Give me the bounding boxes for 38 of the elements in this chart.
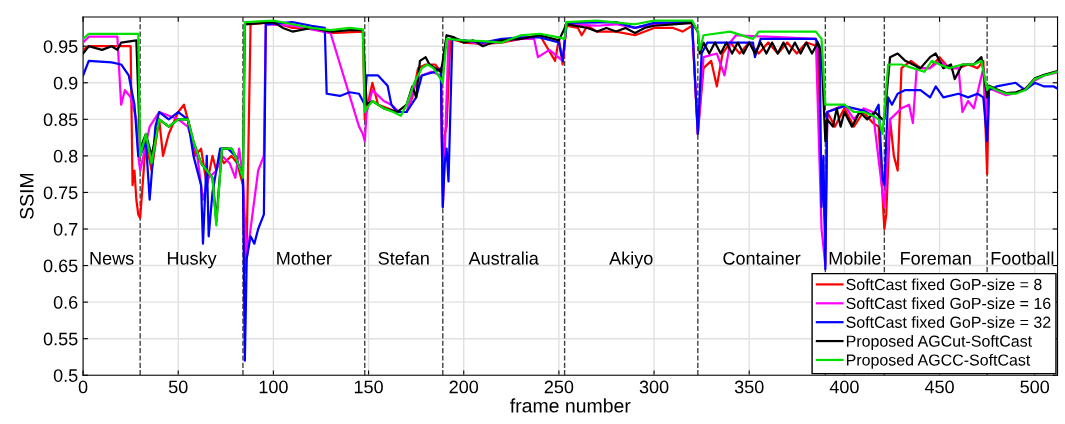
y-tick-label: 0.95 — [43, 40, 78, 53]
y-tick-label: 0.9 — [53, 76, 78, 90]
x-tick-label: 350 — [734, 380, 764, 394]
x-tick-label: 450 — [924, 380, 954, 394]
annotation: Australia — [468, 251, 539, 265]
legend-label: Proposed AGCC-SoftCast — [846, 353, 1031, 369]
x-tick-label: 150 — [354, 380, 383, 394]
legend-label: SoftCast fixed GoP-size = 16 — [846, 297, 1051, 310]
annotation: Husky — [167, 251, 217, 269]
y-tick-label: 0.6 — [53, 296, 78, 309]
y-tick-label: 0.5 — [53, 369, 78, 382]
y-tick-label: 0.65 — [43, 259, 78, 273]
y-tick-label: 0.75 — [43, 186, 78, 200]
x-tick-label: 0 — [78, 380, 88, 394]
annotation: Stefan — [378, 251, 429, 265]
y-axis-title: SSIM — [19, 173, 34, 219]
legend-label: SoftCast fixed GoP-size = 8 — [846, 278, 1042, 291]
annotation: Mother — [277, 251, 332, 265]
x-tick-label: 250 — [544, 380, 574, 394]
annotation: Mobile — [829, 251, 881, 265]
annotation: Container — [723, 251, 801, 265]
annotation: Foreman — [901, 252, 971, 265]
y-tick-label: 0.85 — [43, 113, 78, 127]
x-tick-label: 50 — [168, 380, 188, 394]
x-tick-label: 400 — [829, 380, 859, 394]
x-tick-label: 200 — [449, 380, 479, 394]
x-axis-title: frame number — [510, 398, 631, 413]
annotation: Football — [991, 251, 1054, 265]
y-tick-label: 0.8 — [53, 149, 78, 163]
y-tick-label: 0.7 — [53, 222, 78, 236]
x-tick-label: 300 — [639, 380, 669, 394]
annotation: Akiyo — [609, 251, 653, 269]
legend-label: Proposed AGCut-SoftCast — [846, 335, 1032, 350]
annotation: News — [90, 252, 134, 265]
x-tick-label: 500 — [1020, 380, 1050, 394]
legend-label: SoftCast fixed GoP-size = 32 — [846, 316, 1051, 328]
x-tick-label: 100 — [259, 380, 288, 394]
y-tick-label: 0.55 — [43, 332, 78, 346]
